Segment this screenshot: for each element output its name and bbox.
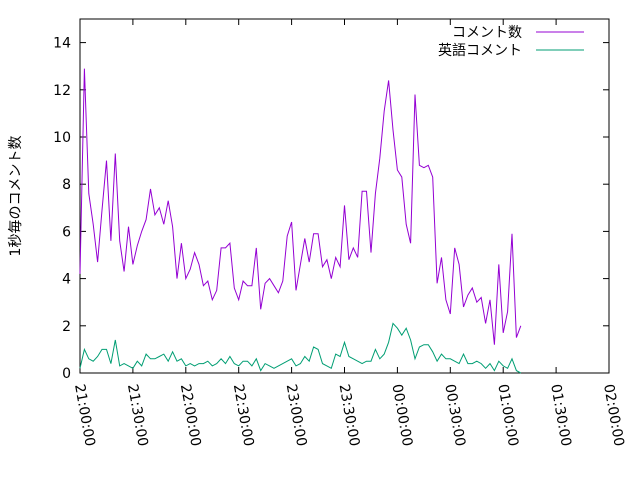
- y-tick-label: 10: [53, 130, 71, 146]
- series-line-1: [79, 68, 522, 345]
- series-layer: [79, 68, 522, 374]
- x-tick-label: 21:00:00: [71, 383, 98, 448]
- y-tick-label: 2: [62, 319, 71, 335]
- legend-label: 英語コメント: [438, 42, 522, 59]
- x-tick-label: 00:00:00: [388, 383, 415, 448]
- x-axis: 21:00:00 21:30:00 22:00:00 22:30:00 23:00:00…: [71, 19, 627, 448]
- x-tick-label: 21:30:00: [124, 383, 151, 448]
- y-tick-label: 4: [62, 272, 71, 288]
- x-tick-label: 02:00:00: [600, 383, 627, 448]
- x-tick-label: 23:00:00: [283, 383, 310, 448]
- y-tick-label: 6: [62, 224, 71, 240]
- plot-frame: [79, 18, 610, 374]
- x-tick-label: 22:00:00: [177, 383, 204, 448]
- y-axis-title: 1秒毎のコメント数: [8, 136, 24, 257]
- y-tick-label: 12: [53, 83, 71, 99]
- y-axis: 0 2 4 6 8 10 12 14: [53, 36, 609, 382]
- legend-label: コメント数: [452, 25, 522, 41]
- y-tick-label: 0: [62, 366, 71, 382]
- x-tick-label: 01:00:00: [494, 383, 521, 448]
- x-tick-label: 22:30:00: [230, 383, 257, 448]
- x-tick-label: 00:30:00: [441, 383, 468, 448]
- y-tick-label: 14: [53, 36, 71, 52]
- plot-border: [79, 18, 610, 374]
- x-tick-label: 01:30:00: [547, 383, 574, 448]
- series-line-2: [79, 322, 522, 374]
- y-tick-label: 8: [62, 177, 71, 193]
- x-tick-label: 23:30:00: [336, 383, 363, 448]
